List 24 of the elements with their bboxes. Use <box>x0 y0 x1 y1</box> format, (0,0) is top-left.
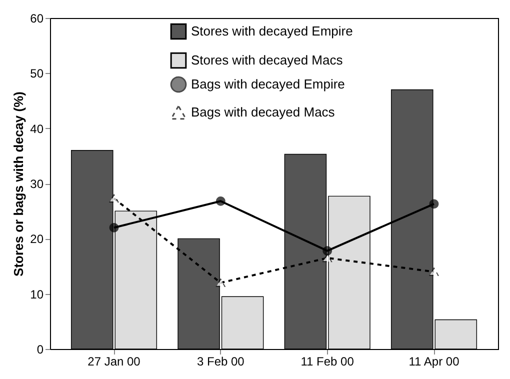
y-tick-label: 50 <box>30 66 44 81</box>
y-tick-label: 30 <box>30 177 44 191</box>
point <box>429 199 439 209</box>
point <box>216 196 226 206</box>
point <box>429 268 439 276</box>
y-tick-label: 20 <box>30 232 44 246</box>
legend-label: Stores with decayed Empire <box>191 24 353 38</box>
point <box>216 278 226 287</box>
point <box>322 246 332 256</box>
y-tick-label: 40 <box>30 122 44 136</box>
legend-label: Bags with decayed Macs <box>191 104 336 120</box>
y-axis-title: Stores or bags with decay (%) <box>11 92 26 276</box>
x-tick-label: 11 Apr 00 <box>408 354 460 368</box>
y-tick-label: 10 <box>30 287 44 302</box>
point <box>109 194 119 203</box>
x-tick-label: 3 Feb 00 <box>196 354 245 368</box>
legend-label: Stores with decayed Macs <box>191 52 344 68</box>
y-tick-label: 60 <box>30 12 44 26</box>
x-tick-label: 11 Feb 00 <box>300 354 354 368</box>
point <box>322 254 332 262</box>
legend-label: Bags with decayed Empire <box>191 76 345 92</box>
point <box>109 222 119 232</box>
x-tick-label: 27 Jan 00 <box>88 354 141 368</box>
y-tick-label: 0 <box>36 342 44 356</box>
